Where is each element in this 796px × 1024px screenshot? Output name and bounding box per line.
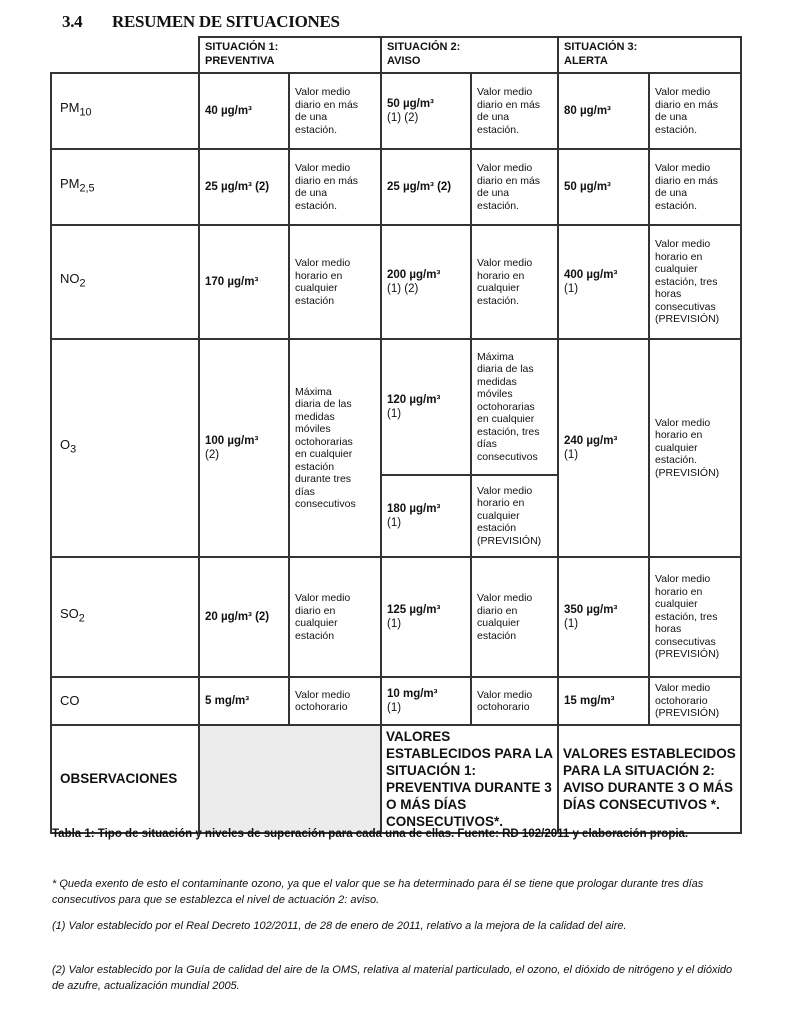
s2-description: Valor medio octohorario [470,676,559,726]
s1-description: Valor medio diario en más de una estació… [288,72,382,150]
s2-description: Valor medio diario en cualquier estación [470,556,559,678]
s1-value: 100 µg/m³ (2) [198,338,290,558]
s2-value-a: 120 µg/m³ (1) [380,338,472,476]
s3-value: 350 µg/m³ (1) [557,556,650,678]
s3-description: Valor medio horario en cualquier estació… [648,556,742,678]
s2-value: 10 mg/m³ (1) [380,676,472,726]
section-heading: RESUMEN DE SITUACIONES [112,12,340,31]
observations-s1-empty [198,724,382,834]
s1-value: 40 µg/m³ [198,72,290,150]
pollutant-name: PM2,5 [50,148,200,226]
section-number: 3.4 [62,12,83,31]
table-row-so2: SO2 20 µg/m³ (2) Valor medio diario en c… [50,556,742,678]
s1-value: 5 mg/m³ [198,676,290,726]
table-row-pm25: PM2,5 25 µg/m³ (2) Valor medio diario en… [50,148,742,226]
footnote-asterisk: * Queda exento de esto el contaminante o… [52,878,704,906]
table-caption: Tabla 1: Tipo de situación y niveles de … [52,828,689,840]
s3-value: 400 µg/m³ (1) [557,224,650,340]
s1-description: Valor medio horario en cualquier estació… [288,224,382,340]
s2-description: Valor medio horario en cualquier estació… [470,224,559,340]
header-situation-1: SITUACIÓN 1: PREVENTIVA [198,36,382,74]
s3-value: 80 µg/m³ [557,72,650,150]
s3-value: 15 mg/m³ [557,676,650,726]
observations-label: OBSERVACIONES [50,724,200,834]
s1-description: Valor medio diario en más de una estació… [288,148,382,226]
table-row-observations: OBSERVACIONES VALORES ESTABLECIDOS PARA … [50,724,742,834]
pollutant-name: PM10 [50,72,200,150]
s2-value: 125 µg/m³ (1) [380,556,472,678]
header-situation-2: SITUACIÓN 2: AVISO [380,36,559,74]
header-situation-3: SITUACIÓN 3: ALERTA [557,36,742,74]
pollutant-name: NO2 [50,224,200,340]
s2-value: 200 µg/m³ (1) (2) [380,224,472,340]
s3-value: 240 µg/m³ (1) [557,338,650,558]
s1-value: 170 µg/m³ [198,224,290,340]
s1-value: 20 µg/m³ (2) [198,556,290,678]
s2-description: Valor medio diario en más de una estació… [470,72,559,150]
situations-table: SITUACIÓN 1: PREVENTIVA SITUACIÓN 2: AVI… [50,36,742,834]
observations-s2: VALORES ESTABLECIDOS PARA LA SITUACIÓN 1… [380,724,559,834]
s3-description: Valor medio horario en cualquier estació… [648,338,742,558]
s1-value: 25 µg/m³ (2) [198,148,290,226]
s2-value: 50 µg/m³ (1) (2) [380,72,472,150]
footnote-1: (1) Valor establecido por el Real Decret… [52,920,627,932]
table-row-o3-sub: 180 µg/m³ (1) Valor medio horario en cual… [51,474,741,558]
s2-description: Valor medio diario en más de una estació… [470,148,559,226]
pollutant-name: SO2 [50,556,200,678]
s2-value-b: 180 µg/m³ (1) [380,474,472,558]
header-row: SITUACIÓN 1: PREVENTIVA SITUACIÓN 2: AVI… [51,36,742,74]
pollutant-name: CO [50,676,200,726]
table-row-pm10: PM10 40 µg/m³ Valor medio diario en más … [50,72,742,150]
s2-description-a: Máxima diaria de las medidas móviles oct… [470,338,559,476]
s3-description: Valor medio diario en más de una estació… [648,72,742,150]
footnote-2: (2) Valor establecido por la Guía de cal… [52,964,733,992]
s1-description: Valor medio octohorario [288,676,382,726]
table-row-o3: O3 100 µg/m³ (2) Máxima diaria de las med… [50,338,742,558]
section-title: 3.4 RESUMEN DE SITUACIONES [62,12,340,32]
s3-description: Valor medio diario en más de una estació… [648,148,742,226]
s3-description: Valor medio octohorario (PREVISIÓN) [648,676,742,726]
table-row-co: CO 5 mg/m³ Valor medio octohorario 10 mg… [50,676,742,726]
s3-description: Valor medio horario en cualquier estació… [648,224,742,340]
observations-s3: VALORES ESTABLECIDOS PARA LA SITUACIÓN 2… [557,724,742,834]
s1-description: Máxima diaria de las medidas móviles oct… [288,338,382,558]
s3-value: 50 µg/m³ [557,148,650,226]
table-row-no2: NO2 170 µg/m³ Valor medio horario en cua… [50,224,742,340]
s2-description-b: Valor medio horario en cualquier estació… [470,474,559,558]
empty-corner [51,37,199,73]
s1-description: Valor medio diario en cualquier estación [288,556,382,678]
pollutant-name: O3 [50,338,200,558]
s2-value: 25 µg/m³ (2) [380,148,472,226]
